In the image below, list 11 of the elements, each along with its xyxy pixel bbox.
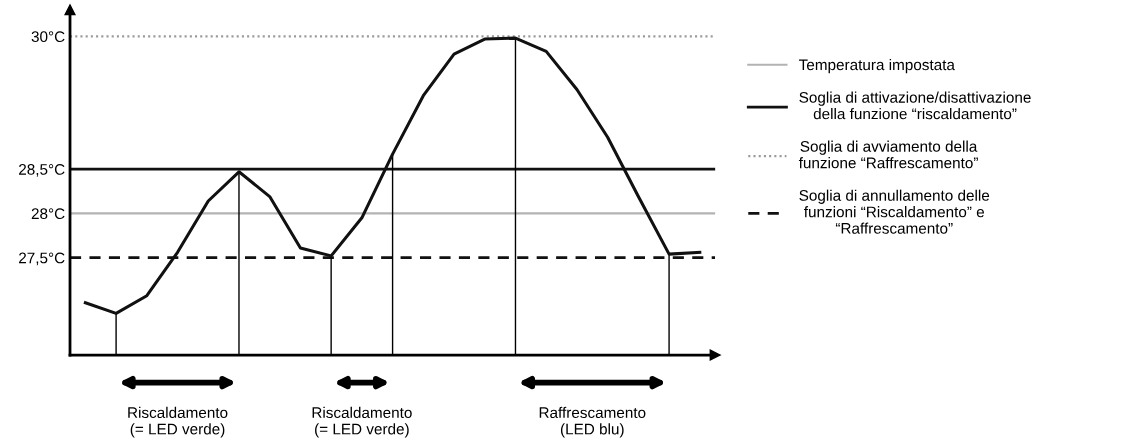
legend-label: Temperatura impostata: [799, 59, 955, 74]
legend-label: Soglia di attivazione/disattivazione della funzione “riscaldamento”: [799, 91, 1031, 120]
legend-label: Soglia di avviamento della funzione “Raffrescamento”: [798, 140, 978, 169]
text: Riscaldamento (= LED verde): [312, 406, 412, 438]
y-tick-label: 30°C: [31, 31, 65, 43]
y-tick-label: 27,5°C: [19, 252, 65, 266]
y-tick-label: 28,5°C: [19, 164, 65, 177]
text: Raffrescamento (LED blu): [539, 406, 646, 438]
y-tick-label: 28°C: [31, 208, 65, 220]
text: Riscaldamento (= LED verde): [128, 406, 228, 438]
legend-label: Soglia di annullamento delle funzioni “Riscaldamento” e “Raffrescamento”: [799, 189, 990, 234]
